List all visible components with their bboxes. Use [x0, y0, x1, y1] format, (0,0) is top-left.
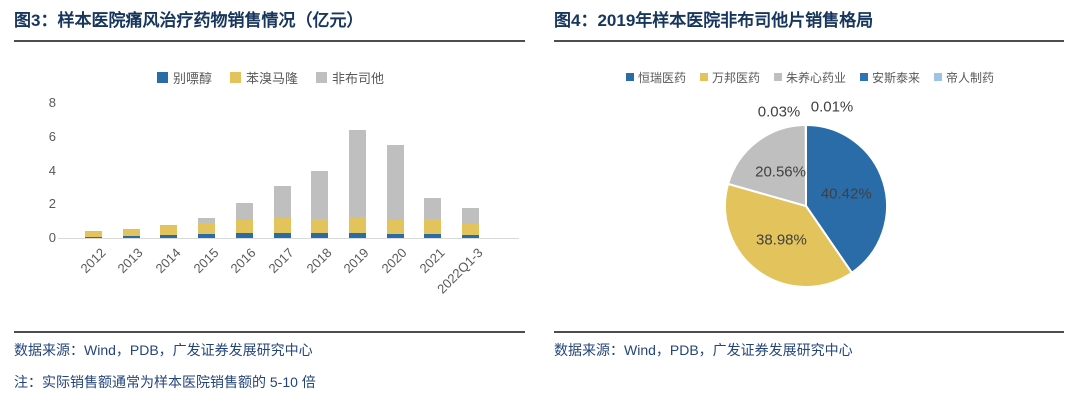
- x-axis-line: [58, 238, 519, 239]
- bar-segment: [311, 219, 329, 234]
- legend-swatch-icon: [156, 71, 168, 83]
- figure3-legend: 别嘌醇 苯溴马隆 非布司他: [14, 68, 527, 86]
- y-tick-label: 6: [48, 128, 56, 144]
- legend-label: 万邦医药: [711, 70, 760, 85]
- bar-segment: [160, 235, 178, 238]
- y-tick-label: 0: [48, 230, 56, 245]
- figure3-caption-rule: [14, 40, 525, 42]
- legend-label: 恒瑞医药: [637, 70, 686, 85]
- x-category-label: 2015: [190, 245, 222, 277]
- x-category-label: 2012: [77, 245, 109, 277]
- legend-label: 安斯泰来: [872, 70, 921, 85]
- legend-swatch-icon: [860, 73, 868, 81]
- bar-segment: [85, 231, 102, 237]
- bar-segment: [424, 198, 442, 219]
- x-category-label: 2016: [227, 245, 259, 277]
- figure4-panel: 图4：2019年样本医院非布司他片销售格局 恒瑞医药 万邦医药 朱养心药业 安斯泰来 帝…: [554, 8, 1066, 406]
- legend-swatch-icon: [773, 73, 782, 81]
- figure4-footer-rule: [554, 331, 1064, 333]
- bar-segment: [235, 232, 253, 238]
- figure3-source: 数据来源：Wind，PDB，广发证券发展研究中心: [14, 342, 313, 358]
- figure4-source: 数据来源：Wind，PDB，广发证券发展研究中心: [554, 342, 853, 358]
- bar-segment: [311, 171, 329, 220]
- bar-segment: [198, 217, 216, 223]
- bar-segment: [122, 235, 140, 238]
- legend-swatch-icon: [934, 73, 943, 81]
- bar-segment: [235, 203, 253, 221]
- bar-segment: [462, 234, 479, 238]
- legend-item-1: 万邦医药: [699, 69, 760, 86]
- bar-segment: [386, 234, 404, 238]
- bar-segment: [424, 233, 442, 238]
- x-category-label: 2020: [378, 245, 410, 277]
- bar-segment: [386, 219, 404, 235]
- legend-item-3: 安斯泰来: [860, 69, 920, 86]
- bar-segment: [273, 186, 291, 219]
- legend-label: 苯溴马隆: [245, 70, 298, 86]
- x-category-label: 2021: [416, 245, 448, 277]
- pie-slice-0: [805, 123, 888, 275]
- y-tick-label: 8: [48, 95, 56, 110]
- legend-swatch-icon: [316, 71, 327, 83]
- bar-segment: [160, 224, 178, 227]
- bar-segment: [85, 230, 102, 232]
- figure4-caption-rule: [554, 40, 1064, 42]
- x-category-label: 2013: [114, 245, 146, 277]
- pie-value-label: 0.03%: [757, 103, 801, 121]
- legend-item-2: 非布司他: [316, 68, 384, 87]
- bar-segment: [348, 233, 366, 238]
- bar-segment: [348, 129, 366, 218]
- febuxostat-share-pie-chart: 40.42% 38.98% 20.56% 0.03% 0.01%: [716, 99, 896, 296]
- y-tick-label: 2: [48, 196, 56, 212]
- legend-item-1: 苯溴马隆: [229, 68, 298, 87]
- bar-segment: [198, 222, 216, 235]
- x-category-label: 2017: [265, 245, 297, 277]
- y-tick-label: 4: [48, 162, 56, 178]
- legend-label: 朱养心药业: [785, 70, 846, 85]
- x-category-label: 2018: [303, 245, 335, 277]
- bar-segment: [424, 218, 442, 234]
- bar-segment: [386, 144, 404, 220]
- pie-value-label: 38.98%: [755, 231, 807, 249]
- gout-drug-sales-bar-chart: 2012 2013 2014 2015 2016 2017 2018 2019 2020 2021…: [14, 95, 527, 296]
- legend-swatch-icon: [699, 73, 708, 81]
- bar-segment: [198, 234, 216, 238]
- legend-item-4: 帝人制药: [934, 69, 994, 86]
- bar-segment: [85, 236, 102, 238]
- x-category-label: 2019: [340, 245, 372, 277]
- legend-item-2: 朱养心药业: [773, 69, 846, 86]
- bar-segment: [122, 228, 140, 230]
- legend-label: 别嘌醇: [172, 70, 212, 86]
- bar-segment: [348, 217, 366, 234]
- legend-swatch-icon: [229, 71, 241, 83]
- figure3-note: 注：实际销售额通常为样本医院销售额的 5-10 倍: [14, 374, 316, 390]
- bar-segment: [462, 207, 479, 224]
- pie-value-label: 40.42%: [820, 185, 872, 202]
- pie-slice-1: [724, 182, 854, 288]
- bar-segment: [235, 220, 253, 233]
- bar-segment: [122, 229, 140, 236]
- bar-segment: [462, 223, 479, 235]
- figure3-caption: 图3：样本医院痛风治疗药物销售情况（亿元）: [14, 11, 364, 30]
- bar-segment: [273, 233, 291, 238]
- x-category-label: 2014: [152, 245, 184, 277]
- legend-label: 帝人制药: [946, 70, 995, 85]
- figure4-legend: 恒瑞医药 万邦医药 朱养心药业 安斯泰来 帝人制药: [554, 68, 1066, 86]
- figure4-caption: 图4：2019年样本医院非布司他片销售格局: [554, 11, 874, 30]
- legend-item-0: 恒瑞医药: [625, 69, 686, 86]
- x-axis-labels: 2012 2013 2014 2015 2016 2017 2018 2019 2020 2021…: [14, 245, 527, 305]
- legend-item-0: 别嘌醇: [156, 68, 212, 87]
- legend-label: 非布司他: [332, 70, 385, 86]
- legend-swatch-icon: [625, 73, 634, 81]
- figure3-panel: 图3：样本医院痛风治疗药物销售情况（亿元） 别嘌醇 苯溴马隆 非布司他 2012 20…: [14, 8, 527, 406]
- pie-slice-2: [726, 123, 808, 208]
- pie-value-label: 20.56%: [755, 163, 806, 181]
- bar-segment: [160, 226, 178, 236]
- bar-segment: [273, 218, 291, 234]
- pie-value-label: 0.01%: [810, 98, 854, 116]
- bar-segment: [311, 233, 329, 238]
- figure3-footer-rule: [14, 331, 525, 333]
